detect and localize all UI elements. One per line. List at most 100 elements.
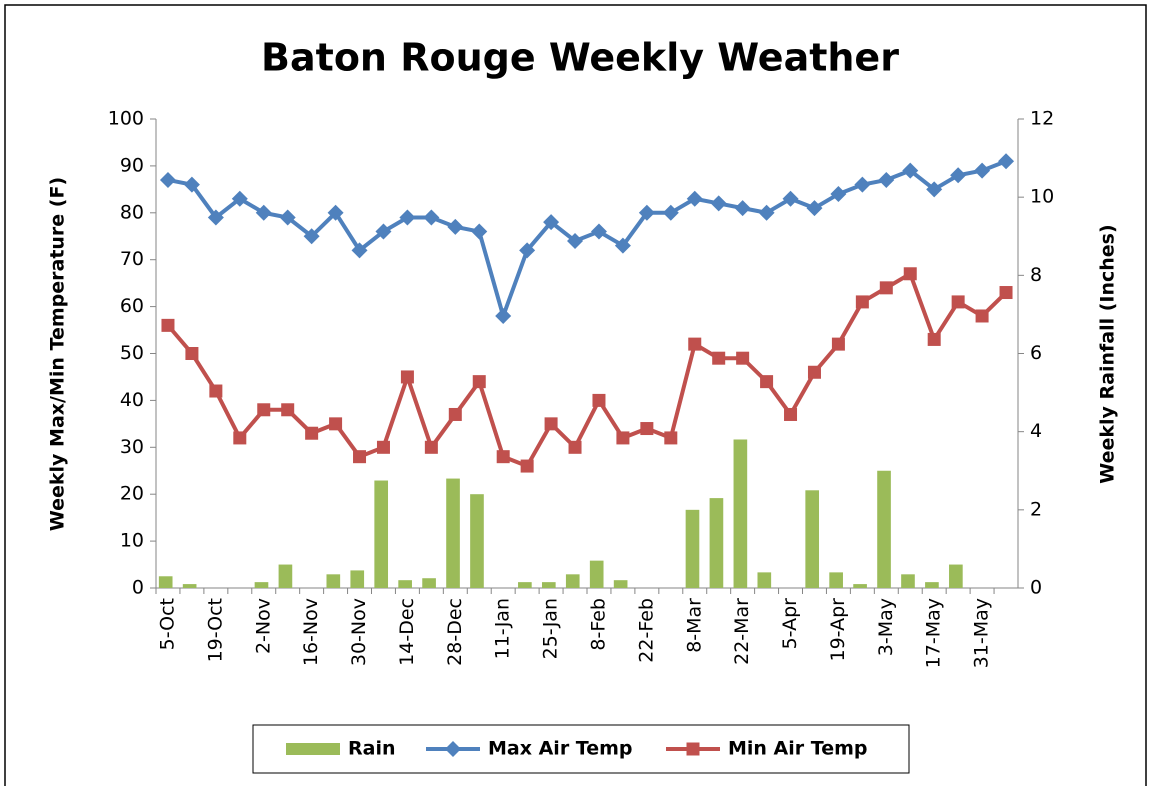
y-axis-title: Weekly Max/Min Temperature (F): [47, 177, 69, 531]
y-tick-label: 0: [132, 577, 144, 599]
marker: [303, 228, 320, 245]
x-tick-label: 5-Apr: [779, 598, 801, 650]
marker: [951, 295, 965, 309]
marker: [855, 295, 869, 309]
bar: [733, 439, 748, 588]
marker: [831, 337, 845, 351]
marker: [614, 237, 631, 254]
bar: [901, 574, 915, 588]
y-tick-label: 20: [120, 483, 144, 505]
bar: [326, 574, 341, 588]
x-tick-label: 31-May: [971, 598, 993, 668]
bar: [853, 584, 867, 588]
bar: [398, 580, 412, 588]
marker: [543, 214, 560, 231]
x-tick-label: 11-Jan: [492, 598, 514, 659]
y2-tick-label: 4: [1030, 420, 1042, 442]
bar: [158, 576, 173, 588]
x-tick-label: 2-Nov: [252, 598, 274, 654]
marker: [183, 176, 200, 193]
marker: [207, 209, 224, 226]
marker: [974, 162, 991, 179]
marker: [305, 426, 319, 440]
y-tick-label: 100: [108, 108, 144, 130]
y2-tick-label: 8: [1030, 264, 1042, 286]
bar: [182, 584, 197, 588]
marker: [616, 431, 630, 445]
marker: [255, 204, 272, 221]
marker: [640, 422, 654, 436]
x-tick-label: 16-Nov: [300, 598, 322, 666]
bar: [613, 580, 628, 588]
y2-axis-title: Weekly Rainfall (Inches): [1097, 224, 1119, 483]
marker: [902, 162, 919, 179]
marker: [736, 351, 750, 365]
marker: [400, 370, 414, 384]
marker: [376, 440, 390, 454]
bar: [709, 498, 724, 588]
marker: [448, 407, 462, 421]
marker: [592, 393, 606, 407]
marker: [185, 347, 199, 360]
y-tick-label: 30: [120, 436, 144, 458]
bar: [877, 470, 891, 588]
legend-label: Rain: [348, 738, 396, 760]
marker: [927, 332, 941, 346]
x-tick-label: 14-Dec: [396, 598, 418, 666]
marker: [998, 153, 1015, 170]
marker: [472, 375, 486, 389]
marker: [327, 204, 344, 221]
y-tick-label: 90: [120, 154, 144, 176]
x-tick-label: 30-Nov: [348, 598, 370, 666]
marker: [806, 200, 823, 217]
legend-box: [252, 724, 910, 774]
marker: [351, 242, 368, 259]
x-tick-label: 19-Apr: [827, 598, 849, 662]
marker: [233, 431, 247, 445]
bar: [541, 582, 556, 588]
bar: [949, 564, 963, 588]
bar: [374, 480, 389, 588]
marker: [496, 450, 510, 464]
x-tick-label: 8-Feb: [587, 598, 609, 651]
x-tick-label: 17-May: [923, 598, 945, 668]
bar: [805, 490, 820, 588]
bar: [278, 564, 293, 588]
marker: [879, 281, 893, 295]
marker: [399, 209, 416, 226]
y-tick-label: 80: [120, 201, 144, 223]
marker: [784, 407, 798, 421]
marker: [662, 204, 679, 221]
legend-label: Min Air Temp: [728, 738, 868, 760]
bar: [925, 582, 939, 588]
x-tick-label: 22-Mar: [731, 598, 753, 665]
y2-tick-label: 10: [1030, 186, 1054, 208]
marker: [495, 307, 512, 324]
marker: [209, 384, 223, 398]
marker: [471, 223, 488, 240]
bar: [254, 582, 269, 588]
bar: [757, 572, 772, 588]
marker: [638, 204, 655, 221]
marker: [161, 318, 175, 332]
legend-marker: [445, 741, 461, 757]
marker: [257, 403, 271, 417]
marker: [567, 232, 584, 249]
bar: [518, 582, 532, 588]
bar: [422, 578, 436, 588]
x-tick-label: 25-Jan: [540, 598, 562, 659]
marker: [807, 365, 821, 379]
legend-label: Max Air Temp: [488, 738, 633, 760]
legend-marker: [686, 742, 700, 756]
marker: [975, 309, 989, 323]
bar: [470, 494, 484, 588]
marker: [329, 417, 343, 431]
marker: [568, 440, 582, 454]
marker: [830, 186, 847, 203]
chart-title: Baton Rouge Weekly Weather: [261, 36, 899, 80]
bar: [829, 572, 843, 588]
marker: [544, 417, 558, 431]
marker: [712, 351, 726, 365]
